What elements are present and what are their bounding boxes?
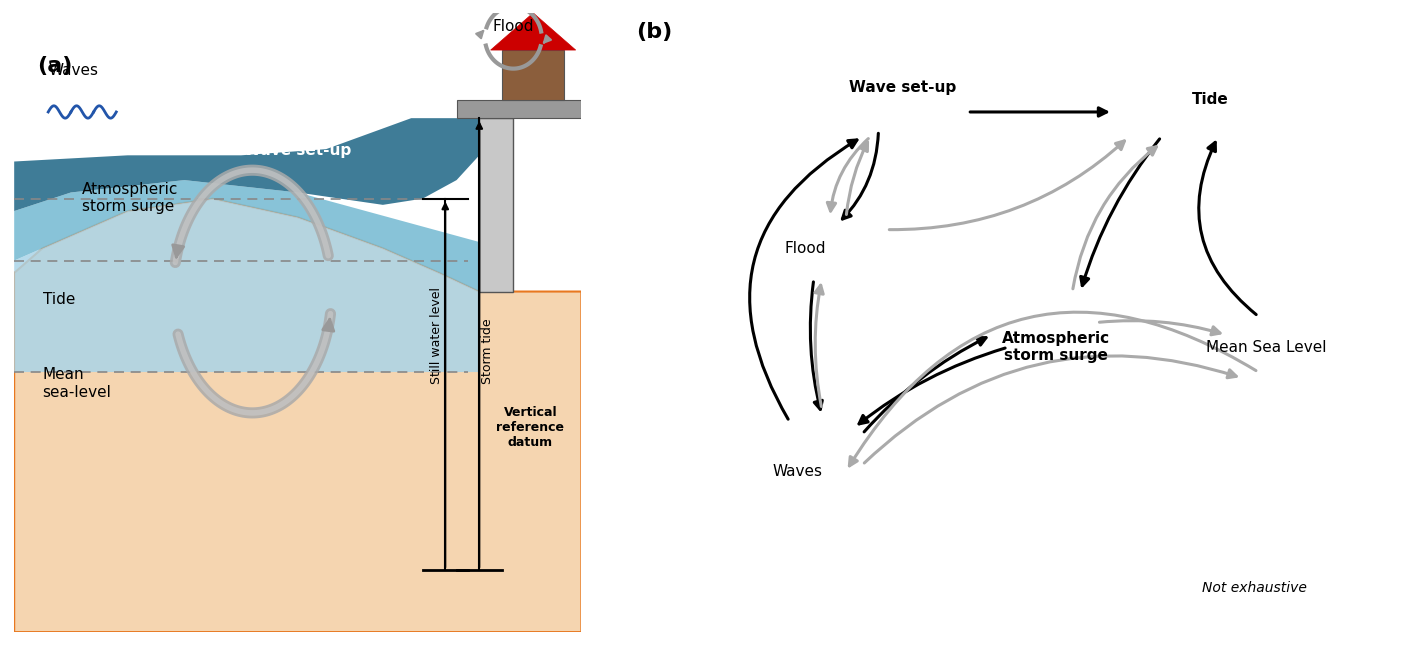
Text: Still water level: Still water level bbox=[430, 288, 444, 384]
Text: Atmospheric
storm surge: Atmospheric storm surge bbox=[1003, 331, 1110, 364]
Text: Not exhaustive: Not exhaustive bbox=[1202, 581, 1307, 595]
Text: Wave set-up: Wave set-up bbox=[244, 143, 352, 158]
Text: Mean
sea-level: Mean sea-level bbox=[43, 368, 112, 400]
Text: Vertical
reference
datum: Vertical reference datum bbox=[496, 406, 564, 450]
Polygon shape bbox=[14, 118, 479, 211]
Text: Wave set-up: Wave set-up bbox=[849, 80, 956, 95]
Text: Atmospheric
storm surge: Atmospheric storm surge bbox=[82, 182, 179, 214]
Text: Tide: Tide bbox=[43, 292, 75, 307]
Polygon shape bbox=[14, 199, 479, 372]
Polygon shape bbox=[14, 180, 479, 292]
Polygon shape bbox=[14, 199, 581, 632]
Polygon shape bbox=[502, 50, 564, 99]
Text: Storm tide: Storm tide bbox=[481, 319, 495, 384]
Text: Waves: Waves bbox=[48, 63, 98, 78]
Text: Mean Sea Level: Mean Sea Level bbox=[1207, 340, 1327, 355]
Text: (b): (b) bbox=[635, 22, 672, 42]
Text: Waves: Waves bbox=[773, 464, 822, 479]
Text: Flood: Flood bbox=[786, 241, 827, 255]
Text: Tide: Tide bbox=[1191, 92, 1228, 107]
Polygon shape bbox=[479, 118, 513, 292]
Text: (a): (a) bbox=[37, 56, 72, 76]
Text: Flood: Flood bbox=[492, 19, 535, 34]
Polygon shape bbox=[491, 13, 576, 50]
Polygon shape bbox=[457, 99, 581, 118]
